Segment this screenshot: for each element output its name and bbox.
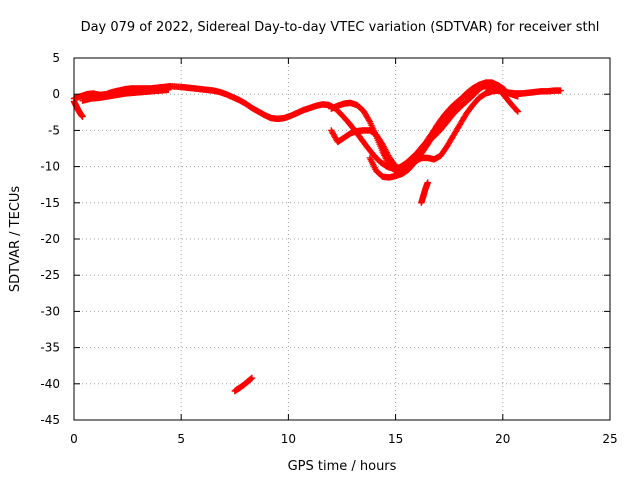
x-tick-label: 10 — [281, 432, 296, 446]
y-tick-label: 5 — [52, 51, 60, 65]
chart-title: Day 079 of 2022, Sidereal Day-to-day VTE… — [81, 20, 600, 35]
x-tick-label: 0 — [70, 432, 78, 446]
series-track-a — [70, 83, 564, 172]
data-point — [165, 86, 172, 94]
gridlines — [74, 58, 610, 420]
x-tick-label: 5 — [177, 432, 185, 446]
series-track-d — [328, 87, 522, 173]
data-point — [514, 108, 522, 115]
y-tick-label: -35 — [40, 341, 60, 355]
y-tick-label: -5 — [48, 123, 60, 137]
series-outlier — [231, 374, 256, 395]
data-point — [424, 179, 431, 186]
y-tick-label: -25 — [40, 268, 60, 282]
series-early-dip — [70, 98, 86, 120]
y-tick-label: -10 — [40, 160, 60, 174]
x-tick-label: 20 — [495, 432, 510, 446]
data-point — [513, 107, 521, 114]
axis-ticks: 0 5 10 15 20 25 5 0 -5 -10 -15 -20 -25 -30 -35 -40 -45 — [40, 51, 617, 446]
series-track-f — [418, 179, 431, 206]
data-point — [557, 87, 564, 94]
x-tick-label: 15 — [388, 432, 403, 446]
y-axis-label: SDTVAR / TECUs — [8, 186, 23, 293]
y-tick-label: -40 — [40, 377, 60, 391]
y-tick-label: -20 — [40, 232, 60, 246]
series-track-b — [79, 86, 172, 104]
y-tick-label: -45 — [40, 413, 60, 427]
y-tick-label: -30 — [40, 304, 60, 318]
series-track-e — [366, 79, 509, 181]
data-point — [514, 93, 522, 100]
x-tick-label: 25 — [602, 432, 617, 446]
data-point — [248, 374, 256, 382]
data-point — [79, 113, 86, 120]
y-tick-label: 0 — [52, 87, 60, 101]
y-tick-label: -15 — [40, 196, 60, 210]
data-point — [501, 86, 509, 94]
data-points — [70, 79, 564, 395]
x-axis-label: GPS time / hours — [288, 459, 397, 474]
